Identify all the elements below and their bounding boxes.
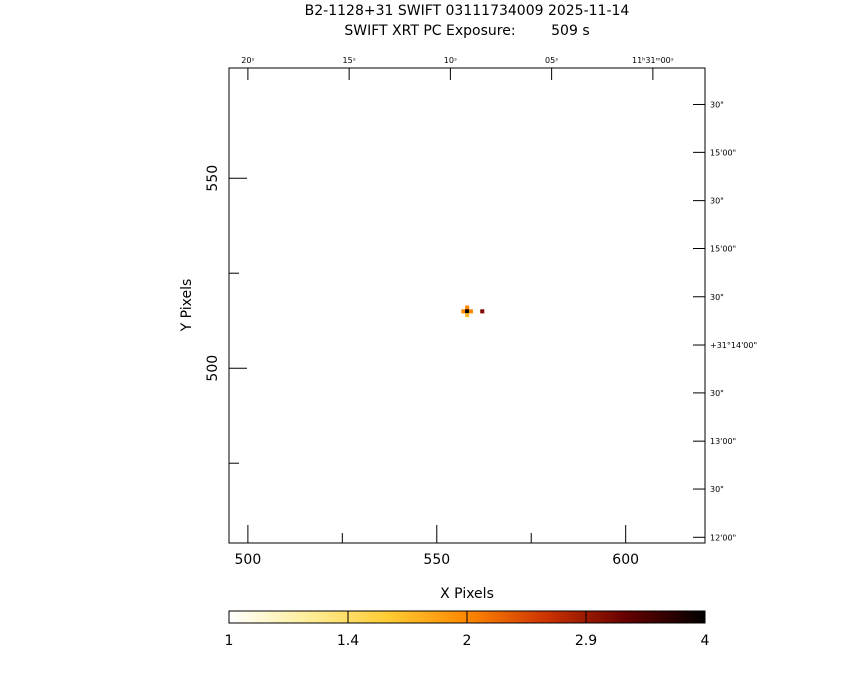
dec-tick-label: 12'00" [710, 533, 736, 542]
dec-tick-label: 30" [710, 197, 724, 206]
y-tick-label: 500 [205, 355, 221, 382]
event-pixel [465, 313, 470, 318]
tick-layer: 500 550 600 500 550 [205, 165, 639, 568]
dec-axis: 30" 15'00" 30" 15'00" 30" +31°14'00" 30" 13'00"… [693, 100, 757, 542]
source-pixels [461, 305, 485, 318]
dec-tick-label: +31°14'00" [710, 341, 757, 350]
event-pixel [480, 309, 485, 314]
dec-tick-label: 30" [710, 485, 724, 494]
x-tick-label: 500 [235, 552, 262, 568]
colorbar-tick-label: 2 [463, 633, 472, 649]
dec-tick-label: 13'00" [710, 437, 736, 446]
dec-tick-label: 30" [710, 100, 724, 109]
event-pixel [468, 309, 473, 314]
colorbar-tick-label: 2.9 [575, 633, 597, 649]
y-tick-label: 550 [205, 165, 221, 192]
plot-title-line1: B2-1128+31 SWIFT 03111734009 2025-11-14 [305, 3, 630, 19]
x-tick-label: 600 [612, 552, 639, 568]
event-pixel [465, 305, 470, 310]
ra-tick-label: 05ˢ [545, 56, 558, 65]
ra-tick-label: 15ˢ [343, 56, 356, 65]
y-axis-label: Y Pixels [179, 279, 195, 333]
event-pixel [461, 309, 466, 314]
plot-title-line2: SWIFT XRT PC Exposure: 509 s [344, 23, 589, 39]
event-pixel [465, 309, 470, 314]
ra-axis: 20ˢ 15ˢ 10ˢ 05ˢ 11ʰ31ᵐ00ˢ [241, 56, 674, 80]
ra-tick-label: 10ˢ [444, 56, 457, 65]
dec-tick-label: 15'00" [710, 148, 736, 157]
dec-tick-label: 30" [710, 389, 724, 398]
colorbar-tick-label: 4 [701, 633, 710, 649]
ra-tick-label: 20ˢ [241, 56, 254, 65]
colorbar-ticks: 1 1.4 2 2.9 4 [225, 611, 710, 649]
x-axis-label: X Pixels [440, 586, 494, 602]
colorbar-tick-label: 1 [225, 633, 234, 649]
x-tick-label: 550 [423, 552, 450, 568]
dec-tick-label: 30" [710, 293, 724, 302]
dec-tick-label: 15'00" [710, 245, 736, 254]
colorbar-tick-label: 1.4 [337, 633, 359, 649]
ra-tick-label: 11ʰ31ᵐ00ˢ [632, 56, 674, 65]
